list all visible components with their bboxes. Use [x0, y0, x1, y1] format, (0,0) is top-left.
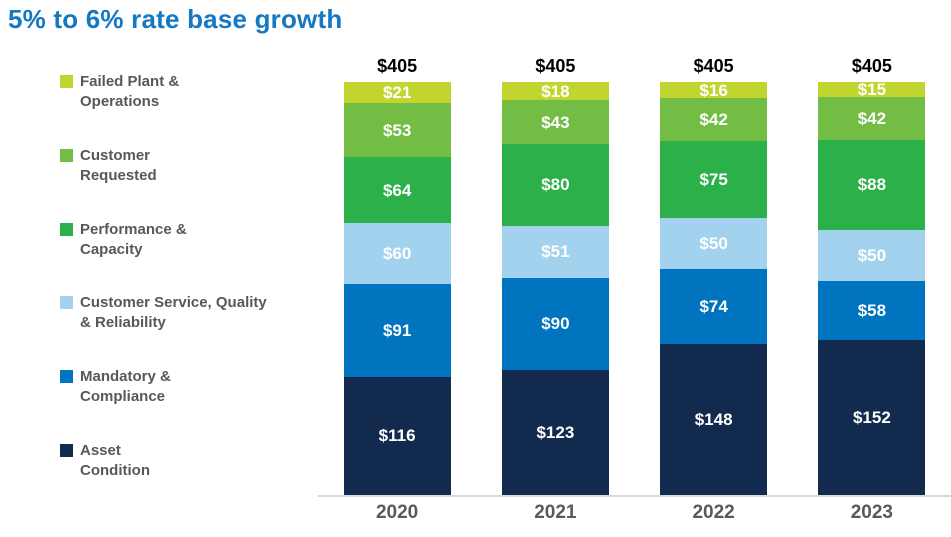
x-axis-tick-label: 2023: [850, 502, 894, 523]
bar-segment-customer-requested: $43: [501, 100, 609, 145]
bars-row: $405 $21 $53 $64 $60 $91 $116 $405 $18 $43 $80 $51 $…: [318, 56, 951, 495]
legend-item-customer-service-quality-reliability: Customer Service, Quality & Reliability: [60, 293, 320, 333]
segment-value-label: $60: [382, 243, 412, 263]
bar-segment-performance-capacity: $80: [501, 144, 609, 226]
bar-segment-failed-plant-operations: $21: [343, 82, 451, 104]
legend-label-line1: Failed Plant &: [80, 73, 180, 90]
legend-label-line2: & Reliability: [80, 314, 166, 332]
legend-label-line1: Mandatory &: [80, 368, 171, 386]
legend-label-line1: Performance &: [80, 220, 187, 238]
bar-segment-failed-plant-operations: $18: [501, 81, 609, 101]
stacked-bar-chart: $405 $21 $53 $64 $60 $91 $116 $405 $18 $43 $80 $51 $…: [318, 0, 951, 537]
bar-group-2021: $405 $18 $43 $80 $51 $90 $123: [476, 56, 634, 495]
legend-color-swatch: [60, 296, 73, 310]
legend-color-swatch: [60, 148, 73, 162]
bar-total-label: $405: [377, 56, 418, 76]
legend-label-line1: Asset: [80, 441, 121, 459]
bar-segment-asset-condition: $148: [660, 344, 768, 495]
stacked-bar-2022: $16 $42 $75 $50 $74 $148: [660, 80, 768, 495]
segment-value-label: $58: [857, 300, 887, 320]
bar-total-label: $405: [693, 56, 734, 76]
segment-value-label: $51: [541, 242, 570, 262]
segment-value-label: $42: [699, 110, 728, 130]
bar-segment-customer-service-quality-reliability: $60: [343, 222, 451, 284]
legend-label-line2: Compliance: [80, 388, 166, 406]
segment-value-label: $53: [382, 120, 412, 140]
bar-segment-customer-service-quality-reliability: $51: [501, 225, 609, 278]
segment-value-label: $123: [536, 422, 575, 442]
segment-value-label: $50: [857, 245, 887, 265]
bar-segment-mandatory-compliance: $74: [660, 268, 768, 345]
bar-segment-customer-service-quality-reliability: $50: [660, 217, 768, 269]
x-axis-tick-label: 2022: [692, 502, 735, 523]
legend-label-line1: Customer Service, Quality: [80, 294, 267, 312]
segment-value-label: $116: [378, 426, 416, 446]
bar-group-2023: $405 $15 $42 $88 $50 $58 $152: [793, 56, 951, 495]
bar-total-label: $405: [851, 56, 892, 76]
legend-color-swatch: [60, 75, 73, 88]
bar-segment-asset-condition: $152: [818, 339, 926, 495]
segment-value-label: $16: [699, 80, 728, 100]
legend-color-swatch: [60, 443, 73, 457]
bar-segment-asset-condition: $116: [343, 376, 451, 495]
bar-segment-performance-capacity: $75: [660, 141, 768, 218]
bar-segment-mandatory-compliance: $90: [501, 277, 609, 370]
x-axis-tick-label: 2020: [375, 502, 419, 523]
stacked-bar-2020: $21 $53 $64 $60 $91 $116: [343, 82, 451, 495]
legend-item-asset-condition: Asset Condition: [60, 441, 320, 481]
segment-value-label: $50: [699, 233, 728, 253]
x-axis-tick-label: 2021: [534, 502, 577, 523]
legend-label-line2: Capacity: [80, 240, 143, 258]
bar-segment-performance-capacity: $64: [343, 157, 451, 223]
bar-segment-failed-plant-operations: $16: [660, 80, 768, 100]
page-title: 5% to 6% rate base growth: [8, 4, 343, 34]
bar-segment-customer-service-quality-reliability: $50: [818, 229, 926, 281]
bar-segment-mandatory-compliance: $91: [343, 283, 451, 377]
bar-segment-customer-requested: $42: [660, 98, 768, 142]
chart-legend: Failed Plant & Operations Customer Reque…: [60, 72, 320, 481]
segment-value-label: $90: [541, 314, 570, 334]
segment-value-label: $42: [857, 109, 887, 129]
bar-segment-mandatory-compliance: $58: [818, 280, 926, 340]
bar-segment-customer-requested: $42: [818, 97, 926, 141]
segment-value-label: $91: [382, 320, 412, 340]
bar-group-2020: $405 $21 $53 $64 $60 $91 $116: [318, 56, 476, 495]
bar-segment-performance-capacity: $88: [818, 140, 926, 230]
bar-group-2022: $405 $16 $42 $75 $50 $74 $148: [635, 56, 793, 495]
legend-label-line2: Operations: [80, 93, 160, 110]
segment-value-label: $88: [857, 175, 887, 195]
stacked-bar-2023: $15 $42 $88 $50 $58 $152: [818, 80, 926, 495]
legend-color-swatch: [60, 370, 73, 384]
x-axis-labels: 2020 2021 2022 2023: [318, 502, 951, 524]
segment-value-label: $18: [541, 81, 570, 101]
legend-label-line2: Requested: [80, 166, 157, 184]
legend-label-line1: Customer: [80, 146, 151, 164]
segment-value-label: $64: [382, 180, 412, 200]
legend-item-failed-plant-operations: Failed Plant & Operations: [60, 72, 320, 112]
x-axis-line: [318, 495, 951, 497]
bar-total-label: $405: [535, 56, 576, 76]
segment-value-label: $75: [699, 169, 728, 189]
legend-label-line2: Condition: [80, 461, 150, 479]
segment-value-label: $74: [699, 296, 728, 316]
legend-item-mandatory-compliance: Mandatory & Compliance: [60, 367, 320, 407]
legend-item-customer-requested: Customer Requested: [60, 146, 320, 186]
segment-value-label: $43: [541, 112, 570, 132]
stacked-bar-2021: $18 $43 $80 $51 $90 $123: [501, 81, 609, 495]
bar-segment-asset-condition: $123: [501, 369, 609, 495]
segment-value-label: $80: [541, 175, 570, 195]
segment-value-label: $148: [694, 410, 733, 429]
segment-value-label: $21: [382, 83, 412, 103]
legend-item-performance-capacity: Performance & Capacity: [60, 220, 320, 260]
segment-value-label: $15: [857, 80, 887, 100]
legend-color-swatch: [60, 222, 73, 236]
segment-value-label: $152: [852, 407, 891, 427]
bar-segment-failed-plant-operations: $15: [818, 80, 926, 100]
bar-segment-customer-requested: $53: [343, 103, 451, 158]
